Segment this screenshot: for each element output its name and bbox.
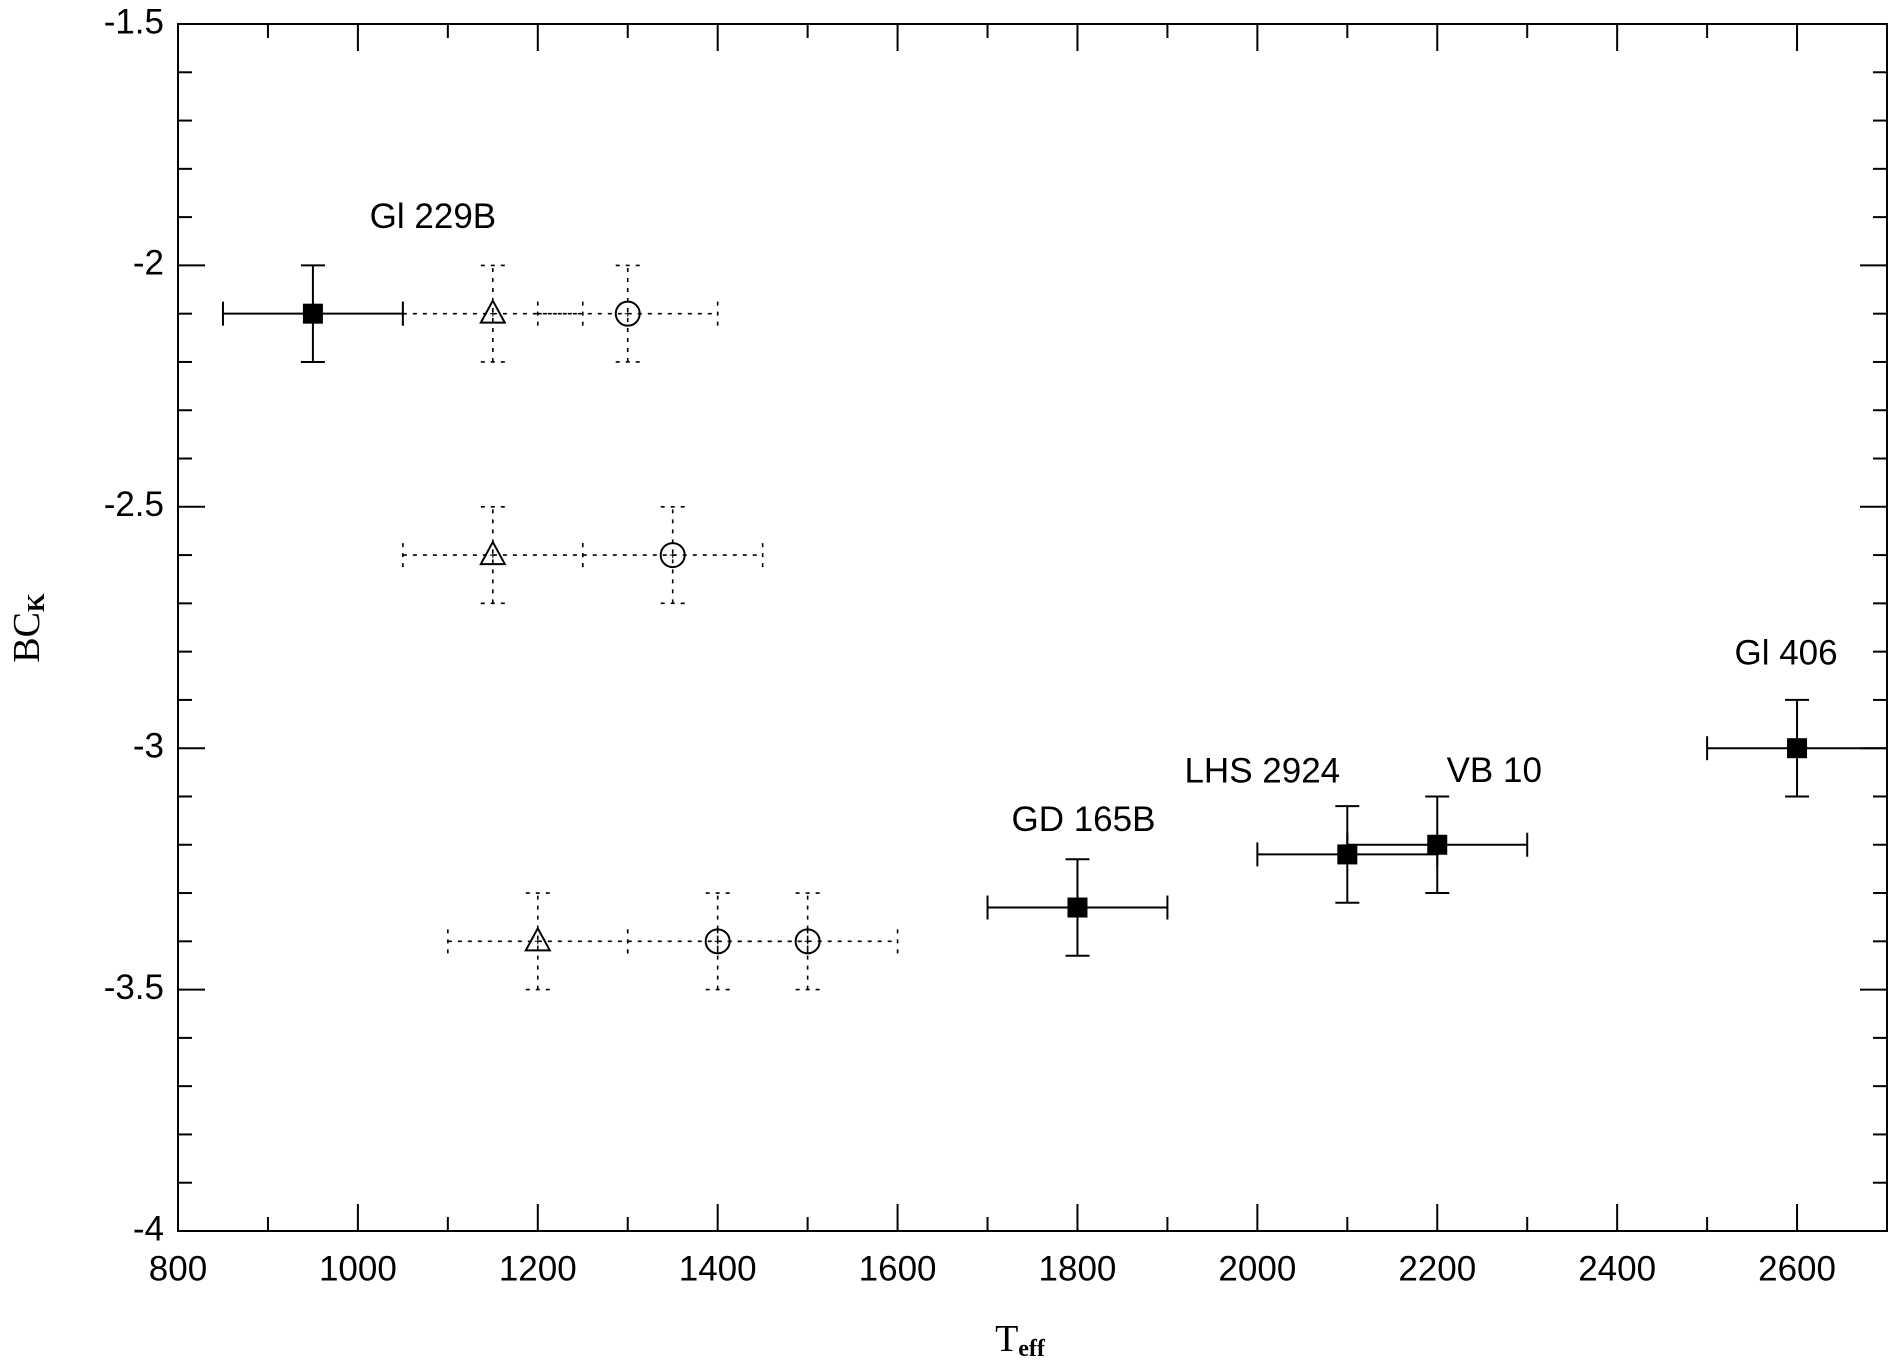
- point-label: GD 165B: [1011, 800, 1155, 839]
- error-bar-x: [716, 929, 899, 954]
- x-tick-label: 1200: [499, 1249, 577, 1288]
- y-tick-label: -3.5: [104, 968, 164, 1007]
- x-tick-label: 1600: [859, 1249, 937, 1288]
- x-tick-label: 1000: [319, 1249, 397, 1288]
- point: [614, 300, 641, 327]
- point: [479, 539, 507, 566]
- y-axis-label-main: BC: [6, 612, 48, 663]
- y-axis-label-sub: K: [24, 593, 50, 612]
- point: [659, 542, 686, 569]
- y-axis-label: BCK: [6, 593, 50, 663]
- x-tick-label: 2000: [1218, 1249, 1296, 1288]
- x-tick-label: 2200: [1398, 1249, 1476, 1288]
- y-tick-label: -2.5: [104, 485, 164, 524]
- y-tick-label: -2: [133, 244, 164, 283]
- x-tick-label: 1800: [1039, 1249, 1117, 1288]
- error-bar-x: [581, 543, 764, 568]
- point: [794, 928, 821, 955]
- error-bar-y: [615, 264, 640, 363]
- point-label: Gl 406: [1734, 633, 1837, 672]
- error-bar-y: [480, 505, 505, 605]
- point: [302, 303, 323, 324]
- point: [1067, 897, 1088, 918]
- point-label: LHS 2924: [1184, 752, 1340, 791]
- error-bar-y: [525, 892, 550, 991]
- point: [479, 298, 507, 324]
- x-axis-label-main: T: [995, 1318, 1018, 1360]
- point: [1787, 738, 1808, 759]
- point-label: VB 10: [1447, 751, 1542, 790]
- error-bar-y: [660, 505, 685, 605]
- plot-frame: [177, 23, 1888, 1232]
- y-tick-label: -1.5: [104, 2, 164, 41]
- error-bar-x: [536, 301, 719, 326]
- x-tick-label: 800: [149, 1249, 207, 1288]
- point-label: Gl 229B: [370, 197, 496, 236]
- point: [524, 926, 552, 952]
- error-bar-y: [795, 892, 820, 991]
- y-tick-label: -4: [133, 1209, 164, 1248]
- y-tick-label: -3: [133, 726, 164, 765]
- x-axis-label-sub: eff: [1018, 1336, 1046, 1361]
- error-bar-y: [705, 892, 730, 991]
- x-tick-label: 2600: [1758, 1249, 1836, 1288]
- x-tick-label: 2400: [1578, 1249, 1656, 1288]
- point: [1427, 834, 1448, 855]
- error-bar-x: [402, 301, 584, 326]
- error-bar-y: [480, 264, 505, 363]
- x-axis-label: Teff: [995, 1318, 1046, 1361]
- x-tick-label: 1400: [679, 1249, 757, 1288]
